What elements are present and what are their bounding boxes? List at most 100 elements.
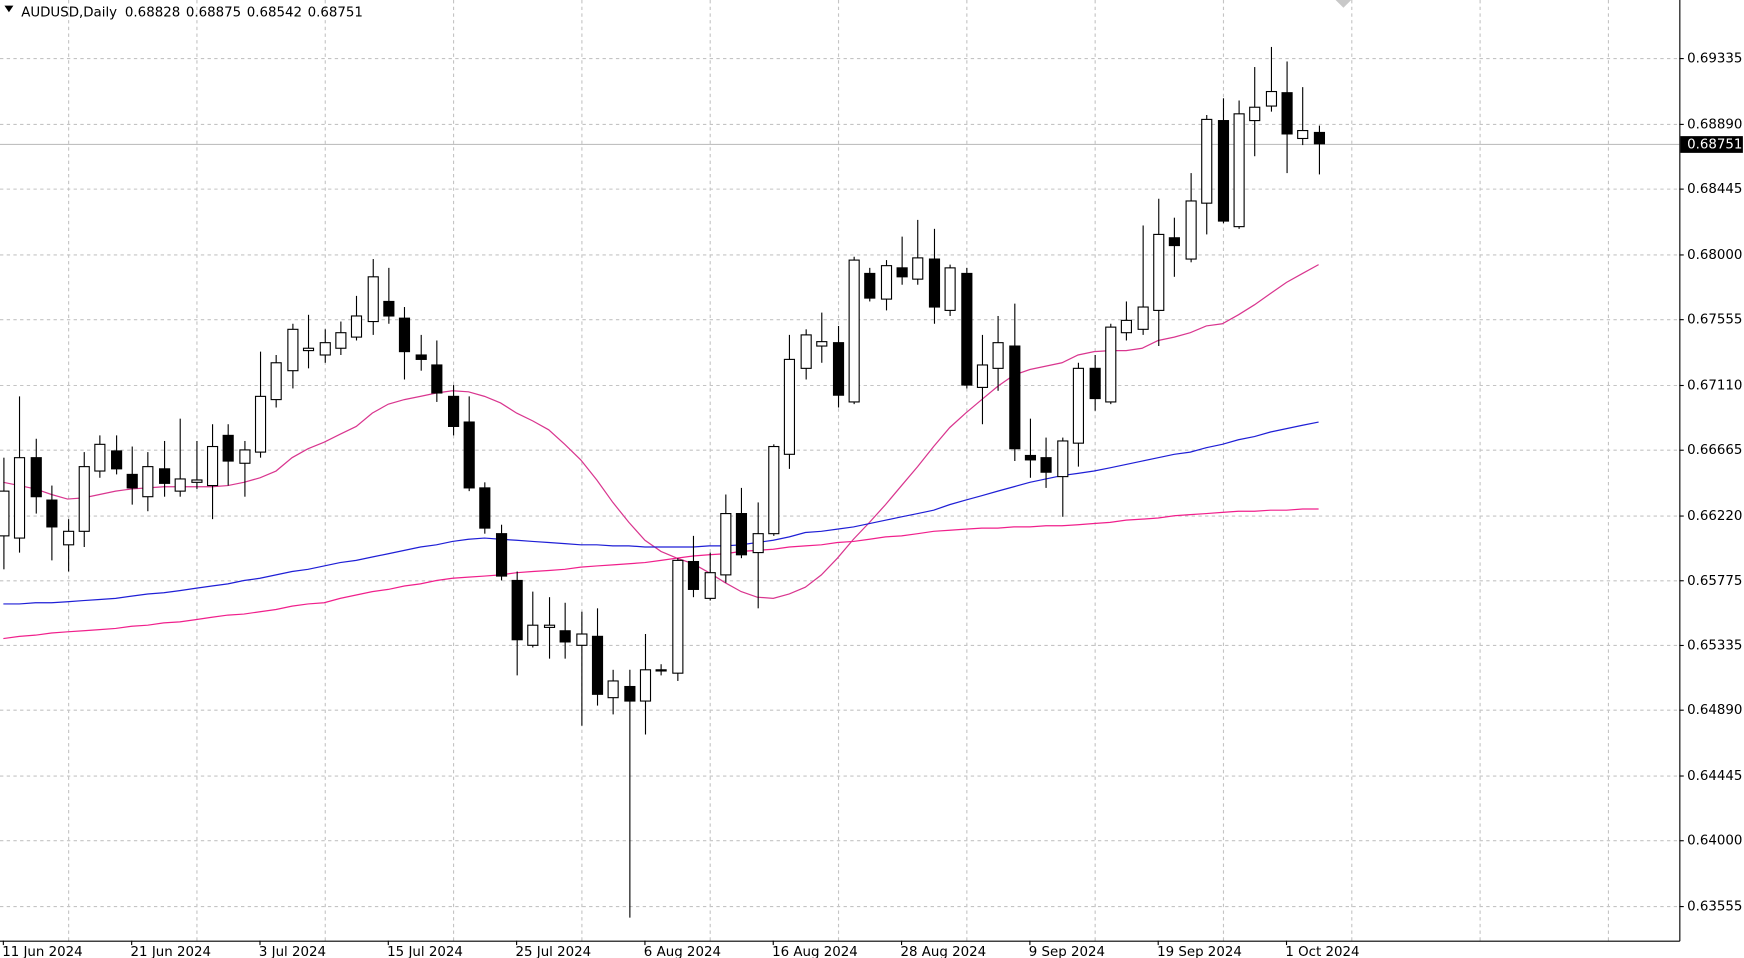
- y-tick-label: 0.63555: [1687, 900, 1742, 915]
- candle-body: [398, 317, 411, 353]
- x-tick-label: 11 Jun 2024: [2, 945, 82, 958]
- candle-body: [624, 685, 636, 702]
- y-tick-label: 0.69335: [1687, 52, 1742, 67]
- candle-body: [367, 276, 379, 323]
- candle-body: [1120, 319, 1132, 334]
- candle-body: [254, 395, 267, 453]
- candle-body: [111, 450, 123, 470]
- shift-marker: [1335, 0, 1352, 8]
- candle-body: [335, 332, 347, 349]
- candle-body: [30, 457, 42, 498]
- candle-body: [752, 533, 764, 554]
- candle-body: [816, 341, 828, 347]
- candle-body: [159, 468, 171, 484]
- y-tick-label: 0.65775: [1687, 574, 1742, 589]
- candle-body: [1105, 326, 1117, 403]
- chart-title: AUDUSD,Daily: [21, 5, 117, 20]
- candle-body: [302, 347, 315, 352]
- x-tick-label: 9 Sep 2024: [1029, 945, 1105, 958]
- y-tick-label: 0.64890: [1687, 703, 1742, 718]
- candle-body: [992, 342, 1004, 369]
- plot: [0, 46, 1680, 918]
- candle-body: [832, 342, 845, 396]
- candle-body: [94, 443, 106, 472]
- candle-body: [768, 445, 780, 535]
- candle-body: [174, 478, 186, 492]
- candle-body: [527, 624, 539, 646]
- candle-body: [431, 364, 443, 394]
- candle-body: [511, 579, 523, 641]
- x-tick-label: 6 Aug 2024: [644, 945, 721, 958]
- candle-body: [655, 669, 667, 672]
- current-price-box: [1680, 136, 1743, 153]
- y-tick-label: 0.67110: [1687, 378, 1742, 393]
- candle-body: [239, 449, 251, 464]
- candle-body: [0, 490, 10, 537]
- header-open: 0.68828: [125, 5, 180, 20]
- x-tick-label: 1 Oct 2024: [1285, 945, 1359, 958]
- candle-body: [800, 334, 812, 369]
- candle-body: [1265, 90, 1278, 107]
- x-tick-label: 25 Jul 2024: [516, 945, 592, 958]
- candle-body: [1281, 92, 1293, 135]
- current-price-label: 0.68751: [1687, 137, 1742, 152]
- x-tick-label: 16 Aug 2024: [772, 945, 858, 958]
- candle-body: [46, 499, 58, 528]
- y-tick-label: 0.64445: [1687, 769, 1742, 784]
- candle-body: [191, 479, 203, 483]
- candle-body: [1168, 237, 1180, 247]
- candle-body: [704, 572, 716, 599]
- candle-body: [961, 272, 973, 386]
- candle-body: [206, 445, 219, 487]
- candle-body: [350, 315, 363, 338]
- y-tick-label: 0.68000: [1687, 248, 1742, 263]
- moving-average: [3, 421, 1319, 605]
- candle-body: [1153, 233, 1165, 311]
- candle-body: [912, 257, 924, 280]
- candle-body: [63, 530, 75, 546]
- candle-body: [1185, 200, 1197, 260]
- candle-body: [1249, 106, 1261, 122]
- candle-body: [270, 362, 282, 401]
- candle-body: [126, 473, 138, 489]
- x-tick-label: 3 Jul 2024: [259, 945, 326, 958]
- candle-body: [222, 434, 234, 462]
- header-high: 0.68875: [186, 5, 241, 20]
- candle-body: [687, 560, 700, 590]
- y-tick-label: 0.65335: [1687, 638, 1742, 653]
- menu-triangle: [4, 5, 14, 13]
- candle-body: [1233, 113, 1245, 228]
- candle-body: [848, 259, 860, 403]
- candle-body: [639, 669, 652, 702]
- x-tick-label: 28 Aug 2024: [900, 945, 986, 958]
- candle-body: [1137, 306, 1149, 330]
- y-tick-label: 0.67555: [1687, 313, 1742, 328]
- candle-body: [78, 466, 90, 532]
- candle-body: [880, 265, 893, 300]
- candle-body: [976, 364, 989, 388]
- candle-body: [1057, 440, 1069, 478]
- y-tick-label: 0.64000: [1687, 834, 1742, 849]
- candle-body: [720, 513, 732, 576]
- candle-body: [1072, 367, 1085, 444]
- y-tick-label: 0.68445: [1687, 182, 1742, 197]
- candle-body: [1201, 118, 1213, 204]
- candle-body: [864, 272, 876, 299]
- candle-body: [287, 328, 299, 372]
- candle-body: [591, 635, 604, 695]
- chart-header: AUDUSD,Daily 0.68828 0.68875 0.68542 0.68751: [21, 5, 363, 20]
- y-tick-label: 0.68890: [1687, 117, 1742, 132]
- candle-body: [559, 630, 571, 643]
- candle-body: [142, 466, 154, 498]
- candle-body: [1217, 120, 1230, 222]
- moving-average: [3, 508, 1319, 640]
- candle-body: [576, 633, 588, 646]
- candle-body: [13, 457, 26, 539]
- candle-body: [319, 342, 331, 356]
- candle-body: [383, 300, 395, 317]
- candle-body: [607, 680, 619, 699]
- header-low: 0.68542: [247, 5, 302, 20]
